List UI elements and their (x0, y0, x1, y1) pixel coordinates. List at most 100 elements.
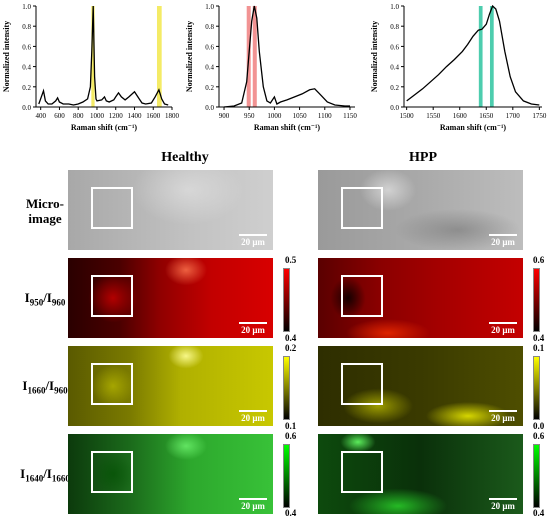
colorbar-max-label: 0.6 (285, 431, 297, 441)
y-tick-label: 0.0 (390, 104, 399, 112)
raman-spectrum-full: 0.0 0.2 0.4 0.6 0.8 1.0 400 600 800 1000 1200 1400 1… (2, 3, 180, 132)
spectrum-line (223, 5, 350, 108)
column-header-healthy: Healthy (161, 150, 209, 165)
ratio-numerator-sub: 950 (29, 297, 44, 308)
x-tick-label: 1750 (532, 112, 547, 120)
y-tick-label: 0.8 (22, 23, 31, 31)
colorbar-min-label: 0.4 (285, 508, 297, 518)
y-tick-label: 0.8 (390, 23, 399, 31)
x-tick-label: 1050 (293, 112, 308, 120)
spectrum-line (38, 5, 169, 106)
colorbar-red-healthy (283, 268, 290, 332)
healthy-i1660-i960-map: 20 μm (68, 346, 273, 426)
highlight-band-1 (156, 6, 162, 107)
x-tick-label: 1600 (453, 112, 468, 120)
colorbar-min-label: 0.4 (533, 333, 545, 343)
colorbar-min-label: 0.4 (285, 333, 297, 343)
scale-bar-label: 20 μm (491, 325, 515, 335)
region-of-interest-box (91, 187, 133, 229)
scale-bar-label: 20 μm (491, 237, 515, 247)
x-tick-label: 1500 (400, 112, 415, 120)
x-tick-label: 400 (35, 112, 46, 120)
scale-bar-label: 20 μm (241, 501, 265, 511)
ratio-numerator: I (22, 378, 28, 393)
scale-bar: 20 μm (239, 498, 267, 511)
y-tick-label: 0.4 (22, 64, 31, 72)
healthy-i950-i960-map: 20 μm (68, 258, 273, 338)
raman-spectrum-960-region: 0.0 0.2 0.4 0.6 0.8 1.0 900 950 1000 1050 1100 1150… (185, 3, 357, 132)
scale-bar-label: 20 μm (241, 413, 265, 423)
colorbar-max-label: 0.6 (533, 431, 545, 441)
row-label-microimage: Micro- image (0, 196, 90, 226)
scale-bar-label: 20 μm (491, 413, 515, 423)
scale-bar: 20 μm (489, 498, 517, 511)
y-tick-label: 1.0 (390, 3, 399, 11)
hpp-i950-i960-map: 20 μm (318, 258, 523, 338)
scale-bar-label: 20 μm (241, 325, 265, 335)
ratio-denominator-sub: 960 (51, 297, 66, 308)
colorbar-yellow-healthy (283, 356, 290, 420)
y-tick-label: 0.2 (22, 84, 31, 92)
ratio-divider: /I (43, 466, 52, 481)
row-label-i1640-i1660: I1640/I1660 (0, 466, 90, 487)
scale-bar: 20 μm (489, 322, 517, 335)
colorbar-green-hpp (533, 444, 540, 508)
y-tick-label: 0.2 (390, 84, 399, 92)
x-tick-label: 1550 (426, 112, 441, 120)
x-axis-label: Raman shift (cm⁻¹) (71, 123, 138, 132)
row-label-i950-i960: I950/I960 (0, 290, 90, 311)
highlight-band-1 (489, 6, 494, 107)
ratio-divider: /I (43, 290, 52, 305)
ratio-numerator-sub: 1660 (27, 385, 46, 396)
x-tick-label: 1800 (165, 112, 180, 120)
y-tick-label: 1.0 (205, 3, 214, 11)
region-of-interest-box (341, 363, 383, 405)
spectrum-line (406, 4, 540, 106)
column-header-hpp: HPP (409, 150, 437, 165)
ratio-numerator-sub: 1640 (25, 473, 44, 484)
region-of-interest-box (341, 187, 383, 229)
x-tick-label: 1150 (343, 112, 357, 120)
ratio-denominator-sub: 960 (54, 385, 68, 396)
x-tick-label: 900 (219, 112, 230, 120)
axes (35, 6, 172, 108)
row-label-microimage-line2: image (28, 211, 62, 226)
colorbar-max-label: 0.2 (285, 343, 297, 353)
scale-bar-label: 20 μm (241, 237, 265, 247)
colorbar-min-label: 0.4 (533, 508, 545, 518)
y-tick-label: 0.4 (205, 64, 214, 72)
colorbar-min-label: 0.1 (285, 421, 297, 431)
scale-bar-label: 20 μm (491, 501, 515, 511)
y-tick-label: 0.0 (22, 104, 31, 112)
x-tick-label: 1650 (479, 112, 494, 120)
highlight-band-0 (478, 6, 483, 107)
colorbar-max-label: 0.5 (285, 255, 297, 265)
y-tick-label: 0.2 (205, 84, 214, 92)
ratio-numerator: I (24, 290, 30, 305)
x-tick-label: 1100 (318, 112, 332, 120)
scale-bar: 20 μm (239, 322, 267, 335)
y-tick-label: 0.6 (22, 43, 31, 51)
row-label-microimage-line1: Micro- (25, 196, 65, 211)
colorbar-yellow-hpp (533, 356, 540, 420)
raman-spectrum-1660-region: 0.0 0.2 0.4 0.6 0.8 1.0 1500 1550 1600 1650 1700 17… (370, 3, 547, 132)
scale-bar: 20 μm (239, 234, 267, 247)
x-tick-label: 1200 (109, 112, 124, 120)
highlight-band-1 (252, 6, 257, 107)
colorbar-red-hpp (533, 268, 540, 332)
x-axis-label: Raman shift (cm⁻¹) (254, 123, 321, 132)
y-tick-label: 0.6 (390, 43, 399, 51)
ratio-divider: /I (45, 378, 55, 393)
region-of-interest-box (91, 275, 133, 317)
x-tick-label: 1000 (90, 112, 105, 120)
x-tick-label: 1700 (506, 112, 521, 120)
scale-bar: 20 μm (239, 410, 267, 423)
colorbar-min-label: 0.0 (533, 421, 545, 431)
axes (218, 6, 355, 108)
highlight-band-0 (91, 6, 95, 107)
region-of-interest-box (91, 451, 133, 493)
ratio-denominator-sub: 1660 (51, 473, 70, 484)
scale-bar: 20 μm (489, 410, 517, 423)
x-tick-label: 950 (244, 112, 255, 120)
x-tick-label: 1600 (146, 112, 161, 120)
